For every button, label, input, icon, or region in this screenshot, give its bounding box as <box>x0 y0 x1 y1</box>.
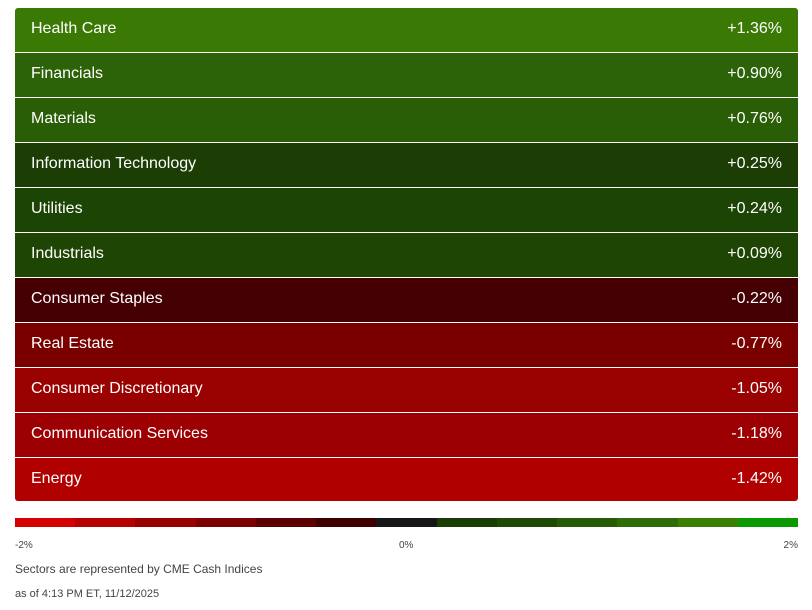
sector-name: Real Estate <box>31 335 114 352</box>
scale-segment <box>135 518 196 527</box>
scale-segment <box>677 518 738 527</box>
sector-name: Consumer Discretionary <box>31 380 203 397</box>
sector-name: Information Technology <box>31 155 197 172</box>
sector-name: Health Care <box>31 20 117 37</box>
scale-min-label: -2% <box>15 540 33 551</box>
color-scale-bar <box>15 518 799 527</box>
sector-change-value: +0.25% <box>727 155 782 172</box>
row-divider <box>15 457 798 458</box>
scale-segment <box>255 518 317 527</box>
row-divider <box>15 277 798 278</box>
scale-segment <box>15 518 76 527</box>
scale-segment <box>617 518 678 527</box>
row-divider <box>15 232 798 233</box>
scale-segment <box>376 518 437 527</box>
scale-segment <box>496 518 558 527</box>
sector-name: Energy <box>31 470 82 487</box>
row-divider <box>15 187 798 188</box>
timestamp: as of 4:13 PM ET, 11/12/2025 <box>15 588 160 600</box>
row-divider <box>15 52 798 53</box>
sector-change-value: +1.36% <box>727 20 782 37</box>
sector-row[interactable]: Information Technology +0.25% <box>15 143 798 187</box>
scale-mid-label: 0% <box>399 540 414 551</box>
sector-name: Financials <box>31 65 104 82</box>
sector-change-value: -1.05% <box>731 380 782 397</box>
sector-name: Consumer Staples <box>31 290 163 307</box>
sector-change-value: +0.76% <box>727 110 782 127</box>
sector-change-value: -0.77% <box>731 335 782 352</box>
row-divider <box>15 322 798 323</box>
scale-segment <box>316 518 377 527</box>
sector-change-value: -1.42% <box>731 470 782 487</box>
sector-row[interactable]: Communication Services -1.18% <box>15 413 798 457</box>
sector-row[interactable]: Health Care +1.36% <box>15 8 798 52</box>
scale-segment <box>436 518 497 527</box>
sector-name: Materials <box>31 110 96 127</box>
scale-max-label: 2% <box>783 540 798 551</box>
scale-segment <box>195 518 256 527</box>
sector-row[interactable]: Consumer Discretionary -1.05% <box>15 368 798 412</box>
sector-row[interactable]: Real Estate -0.77% <box>15 323 798 367</box>
row-divider <box>15 367 798 368</box>
scale-segment <box>737 518 799 527</box>
sector-row[interactable]: Industrials +0.09% <box>15 233 798 277</box>
sector-heatmap: Health Care +1.36% Financials +0.90% Materia… <box>15 8 798 501</box>
sector-change-value: +0.90% <box>727 65 782 82</box>
sector-row[interactable]: Consumer Staples -0.22% <box>15 278 798 322</box>
sector-change-value: -1.18% <box>731 425 782 442</box>
sector-row[interactable]: Financials +0.90% <box>15 53 798 97</box>
sector-change-value: +0.09% <box>727 245 782 262</box>
sector-change-value: +0.24% <box>727 200 782 217</box>
sector-row[interactable]: Utilities +0.24% <box>15 188 798 232</box>
sector-row[interactable]: Energy -1.42% <box>15 458 798 501</box>
row-divider <box>15 97 798 98</box>
row-divider <box>15 412 798 413</box>
sector-row[interactable]: Materials +0.76% <box>15 98 798 142</box>
row-divider <box>15 142 798 143</box>
sector-change-value: -0.22% <box>731 290 782 307</box>
sector-name: Communication Services <box>31 425 208 442</box>
footnote-indices: Sectors are represented by CME Cash Indi… <box>15 562 263 576</box>
sector-name: Utilities <box>31 200 83 217</box>
scale-segment <box>75 518 136 527</box>
scale-segment <box>557 518 618 527</box>
sector-name: Industrials <box>31 245 104 262</box>
